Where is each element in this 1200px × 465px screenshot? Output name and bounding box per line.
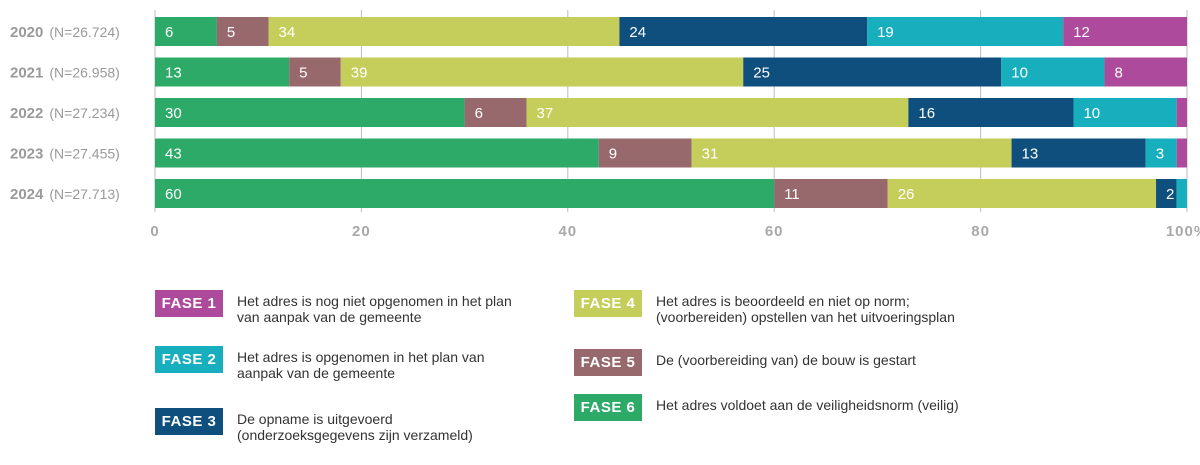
bar-value-label: 11 — [784, 186, 800, 203]
category-label: 2023 (N=27.455) — [10, 146, 120, 163]
bar-segment — [155, 57, 290, 87]
bar-value-label: 2 — [1166, 186, 1174, 203]
bar-segment — [1156, 179, 1177, 208]
bar-segment — [155, 138, 599, 168]
category-n: (N=27.234) — [49, 105, 119, 121]
legend-description: Het adres is nog niet opgenomen in het p… — [237, 293, 512, 325]
category-year: 2021 — [10, 65, 43, 82]
legend-description: De (voorbereiding van) de bouw is gestar… — [656, 352, 916, 368]
legend-swatch: FASE 2 — [155, 346, 223, 373]
x-tick-label: 20 — [352, 223, 371, 240]
category-n: (N=26.724) — [49, 24, 119, 40]
bar-value-label: 10 — [1083, 105, 1100, 122]
category-year: 2020 — [10, 24, 43, 41]
legend-description: Het adres is opgenomen in het plan van a… — [237, 349, 485, 381]
legend-description: Het adres voldoet aan de veiligheidsnorm… — [656, 397, 959, 413]
category-year: 2022 — [10, 105, 43, 122]
category-n: (N=27.713) — [49, 186, 119, 202]
bar-value-label: 10 — [1011, 65, 1028, 82]
bar-segment — [908, 98, 1074, 127]
legend-description: De opname is uitgevoerd (onderzoeksgegev… — [237, 411, 473, 443]
bar-value-label: 8 — [1114, 65, 1122, 82]
bar-value-label: 5 — [299, 65, 307, 82]
legend-item-fase-4: FASE 4 Het adres is beoordeeld en niet o… — [574, 290, 956, 325]
bar-value-label: 37 — [537, 105, 554, 122]
bar-segment — [268, 17, 620, 46]
bar-value-label: 43 — [165, 146, 182, 163]
bar-segment — [1176, 98, 1187, 127]
bar-segment — [1001, 57, 1105, 87]
bar-value-label: 3 — [1156, 146, 1164, 163]
category-n: (N=26.958) — [49, 65, 119, 81]
bar-value-label: 60 — [165, 186, 182, 203]
bar-value-label: 30 — [165, 105, 182, 122]
legend-swatch: FASE 3 — [155, 408, 223, 435]
bar-segment — [887, 179, 1157, 208]
legend-item-fase-5: FASE 5 De (voorbereiding van) de bouw is… — [574, 349, 976, 376]
stacked-bar-chart: 0 20 40 60 80 100% 2020 (N=26.724) 6 5 34 24 19 12 202… — [10, 10, 1200, 240]
category-label: 2022 (N=27.234) — [10, 105, 120, 122]
bar-segment — [1145, 138, 1177, 168]
bar-value-label: 34 — [279, 24, 296, 41]
bar-segment — [340, 57, 744, 87]
bar-segment — [1011, 138, 1146, 168]
x-tick-label: 80 — [971, 223, 990, 240]
bar-segment — [743, 57, 1002, 87]
category-label: 2024 (N=27.713) — [10, 186, 120, 203]
bar-value-label: 5 — [227, 24, 235, 41]
legend-item-fase-6: FASE 6 Het adres voldoet aan de veilighe… — [574, 394, 986, 421]
bar-segment — [1176, 138, 1187, 168]
x-tick-label: 60 — [765, 223, 784, 240]
x-tick-label: 0 — [150, 223, 159, 240]
legend-swatch: FASE 4 — [574, 290, 642, 317]
bar-segment — [774, 179, 888, 208]
bar-value-label: 9 — [609, 146, 617, 163]
category-year: 2024 — [10, 186, 44, 203]
bar-segment — [1063, 17, 1187, 46]
bar-value-label: 39 — [351, 65, 368, 82]
bar-segment — [216, 17, 269, 46]
legend-swatch: FASE 5 — [574, 349, 642, 376]
bar-segment — [619, 17, 868, 46]
x-tick-label: 40 — [558, 223, 577, 240]
bar-value-label: 12 — [1073, 24, 1090, 41]
bar-value-label: 24 — [629, 24, 646, 41]
bar-value-label: 25 — [753, 65, 770, 82]
category-year: 2023 — [10, 146, 43, 163]
bar-value-label: 31 — [702, 146, 719, 163]
bar-segment — [464, 98, 527, 127]
bar-segment — [1176, 179, 1187, 208]
bar-segment — [1073, 98, 1177, 127]
bar-segment — [526, 98, 909, 127]
category-n: (N=27.455) — [49, 146, 119, 162]
bar-segment — [155, 98, 465, 127]
bar-value-label: 26 — [898, 186, 915, 203]
legend-swatch: FASE 6 — [574, 394, 642, 421]
legend-description: Het adres is beoordeeld en niet op norm;… — [656, 293, 955, 325]
legend-swatch: FASE 1 — [155, 290, 223, 317]
bar-segment — [867, 17, 1064, 46]
category-label: 2021 (N=26.958) — [10, 65, 120, 82]
legend-item-fase-3: FASE 3 De opname is uitgevoerd (onderzoe… — [155, 408, 532, 443]
bar-value-label: 19 — [877, 24, 894, 41]
bar-segment — [155, 179, 775, 208]
bar-value-label: 16 — [918, 105, 935, 122]
bar-segment — [289, 57, 341, 87]
bar-value-label: 13 — [1022, 146, 1039, 163]
x-tick-label: 100% — [1166, 223, 1200, 240]
bar-value-label: 13 — [165, 65, 182, 82]
category-label: 2020 (N=26.724) — [10, 24, 120, 41]
bar-segment — [598, 138, 692, 168]
bar-segment — [155, 17, 217, 46]
legend-item-fase-2: FASE 2 Het adres is opgenomen in het pla… — [155, 346, 532, 381]
bar-value-label: 6 — [165, 24, 173, 41]
legend-item-fase-1: FASE 1 Het adres is nog niet opgenomen i… — [155, 290, 522, 325]
bar-segment — [1104, 57, 1187, 87]
bar-segment — [691, 138, 1012, 168]
bar-value-label: 6 — [475, 105, 483, 122]
